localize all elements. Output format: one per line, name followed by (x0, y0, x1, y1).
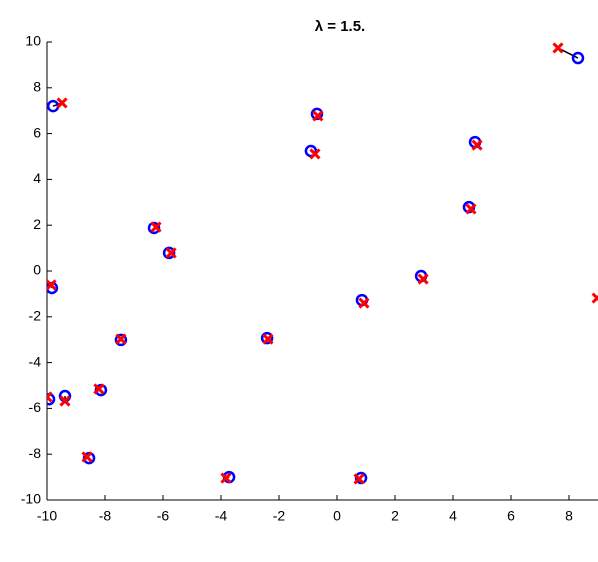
cross-point (465, 203, 477, 215)
chart-title: λ = 1.5. (315, 18, 365, 35)
cross-point (312, 110, 324, 122)
cross-point (93, 383, 105, 395)
cross-point (150, 221, 162, 233)
cross-point (353, 473, 365, 485)
y-tick-label: -10 (21, 491, 41, 507)
cross-point (591, 292, 598, 304)
cross-point (59, 395, 71, 407)
x-tick-label: -10 (37, 508, 57, 524)
circle-point (571, 51, 585, 65)
x-tick-label: -2 (273, 508, 286, 524)
cross-point (115, 333, 127, 345)
cross-point (165, 247, 177, 259)
cross-point (220, 472, 232, 484)
y-tick-label: -2 (29, 308, 42, 324)
y-tick-label: 0 (33, 262, 41, 278)
cross-point (47, 279, 57, 291)
cross-point (81, 451, 93, 463)
circle-point (162, 246, 176, 260)
cross-point (471, 139, 483, 151)
cross-point (417, 273, 429, 285)
x-tick-label: 0 (333, 508, 341, 524)
cross-point (47, 391, 53, 403)
x-tick-label: 4 (449, 508, 457, 524)
y-tick-label: 2 (33, 216, 41, 232)
y-tick-label: 6 (33, 124, 41, 140)
x-tick-label: 8 (565, 508, 573, 524)
x-tick-label: 6 (507, 508, 515, 524)
cross-point (358, 297, 370, 309)
y-tick-label: -6 (29, 399, 42, 415)
y-tick-label: 10 (25, 33, 41, 49)
x-tick-label: 2 (391, 508, 399, 524)
y-tick-label: 4 (33, 170, 41, 186)
cross-point (56, 97, 68, 109)
cross-point (309, 148, 321, 160)
x-tick-label: -8 (99, 508, 112, 524)
x-tick-label: -6 (157, 508, 170, 524)
cross-point (262, 333, 274, 345)
cross-point (552, 42, 564, 54)
y-tick-label: 8 (33, 79, 41, 95)
x-tick-label: -4 (215, 508, 228, 524)
circle-point (114, 333, 128, 347)
circle-point (260, 331, 274, 345)
y-tick-label: -4 (29, 353, 42, 369)
y-tick-label: -8 (29, 445, 42, 461)
